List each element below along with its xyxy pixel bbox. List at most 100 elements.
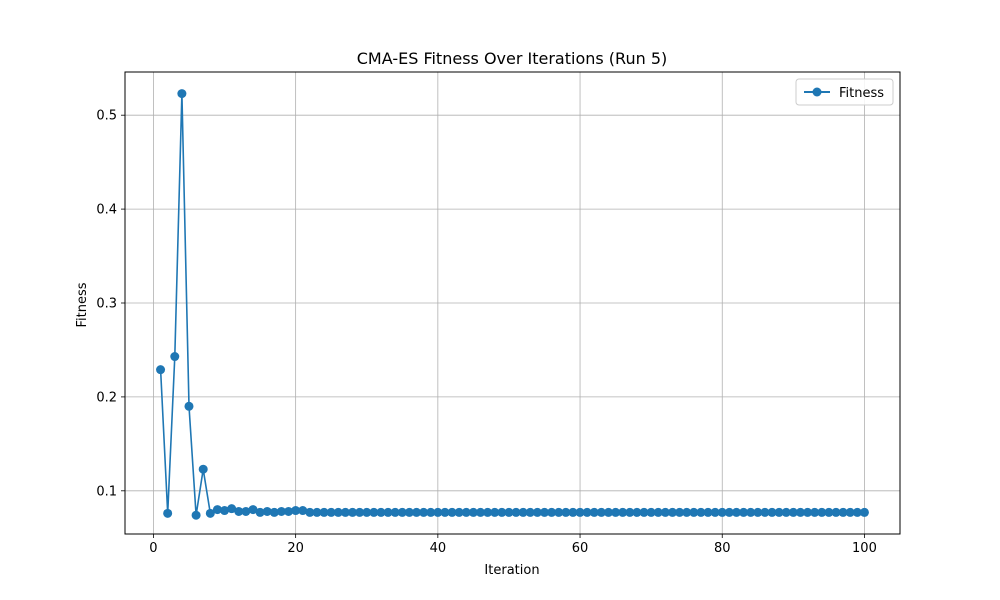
legend: Fitness: [795, 78, 894, 106]
data-point: [348, 507, 358, 517]
data-point: [731, 507, 741, 517]
data-point: [582, 507, 592, 517]
data-point: [532, 507, 542, 517]
data-point: [568, 507, 578, 517]
data-point: [184, 401, 194, 411]
data-point: [383, 507, 393, 517]
data-point: [234, 506, 244, 516]
x-tick-label: 80: [714, 541, 731, 556]
data-point: [831, 507, 841, 517]
data-point: [262, 506, 272, 516]
data-point: [739, 507, 749, 517]
data-point: [575, 507, 585, 517]
data-point: [198, 464, 208, 474]
data-point: [212, 505, 222, 515]
data-point: [803, 507, 813, 517]
data-point: [340, 507, 350, 517]
series-layer: [156, 89, 869, 520]
data-point: [276, 506, 286, 516]
data-point: [490, 507, 500, 517]
data-point: [632, 507, 642, 517]
data-point: [163, 508, 173, 518]
data-point: [653, 507, 663, 517]
data-point: [810, 507, 820, 517]
data-point: [426, 507, 436, 517]
y-axis-label: Fitness: [75, 282, 90, 327]
data-point: [746, 507, 756, 517]
data-point: [241, 506, 251, 516]
y-tick-label: 0.5: [96, 109, 117, 124]
data-point: [724, 507, 734, 517]
data-point: [603, 507, 613, 517]
data-point: [618, 507, 628, 517]
data-point: [539, 507, 549, 517]
data-point: [156, 365, 166, 375]
y-tick-label: 0.1: [96, 484, 117, 499]
data-point: [611, 507, 621, 517]
x-tick-label: 40: [430, 541, 447, 556]
legend-point-marker: [812, 87, 822, 97]
data-point: [767, 507, 777, 517]
data-point: [838, 507, 848, 517]
data-point: [191, 510, 201, 520]
data-point: [660, 507, 670, 517]
data-point: [312, 507, 322, 517]
data-point: [362, 507, 372, 517]
data-point: [547, 507, 557, 517]
data-point: [639, 507, 649, 517]
data-point: [376, 507, 386, 517]
ticks: 0 20 40 60 80 100 0.1 0.2 0.3 0.4 0.5: [96, 109, 877, 556]
data-point: [781, 507, 791, 517]
data-point: [717, 507, 727, 517]
data-point: [625, 507, 635, 517]
data-point: [419, 507, 429, 517]
x-tick-label: 100: [852, 541, 877, 556]
data-point: [774, 507, 784, 517]
data-point: [689, 507, 699, 517]
data-point: [554, 507, 564, 517]
data-point: [284, 506, 294, 516]
data-point: [646, 507, 656, 517]
data-point: [454, 507, 464, 517]
data-point: [589, 507, 599, 517]
data-point: [703, 507, 713, 517]
chart-title: CMA-ES Fitness Over Iterations (Run 5): [357, 49, 667, 68]
data-point: [675, 507, 685, 517]
data-point: [170, 352, 180, 362]
data-point: [518, 507, 528, 517]
data-point: [248, 505, 258, 515]
data-point: [859, 507, 869, 517]
data-point: [795, 507, 805, 517]
x-tick-label: 0: [149, 541, 157, 556]
data-point: [177, 89, 187, 99]
data-point: [845, 507, 855, 517]
data-point: [404, 507, 414, 517]
data-point: [333, 507, 343, 517]
legend-label: Fitness: [839, 86, 884, 101]
data-point: [326, 507, 336, 517]
data-point: [269, 507, 279, 517]
data-point: [433, 507, 443, 517]
data-point: [227, 504, 237, 514]
data-point: [497, 507, 507, 517]
data-point: [596, 507, 606, 517]
data-point: [468, 507, 478, 517]
legend-box: [795, 78, 894, 106]
data-point: [220, 506, 230, 516]
data-point: [682, 507, 692, 517]
data-point: [696, 507, 706, 517]
data-point: [397, 507, 407, 517]
data-point: [298, 506, 308, 516]
data-point: [305, 507, 315, 517]
grid: [125, 72, 900, 534]
data-point: [824, 507, 834, 517]
data-point: [483, 507, 493, 517]
data-point: [476, 507, 486, 517]
data-point: [319, 507, 329, 517]
data-point: [369, 507, 379, 517]
data-point: [667, 507, 677, 517]
y-tick-label: 0.2: [96, 390, 117, 405]
data-point: [355, 507, 365, 517]
data-point: [255, 507, 265, 517]
